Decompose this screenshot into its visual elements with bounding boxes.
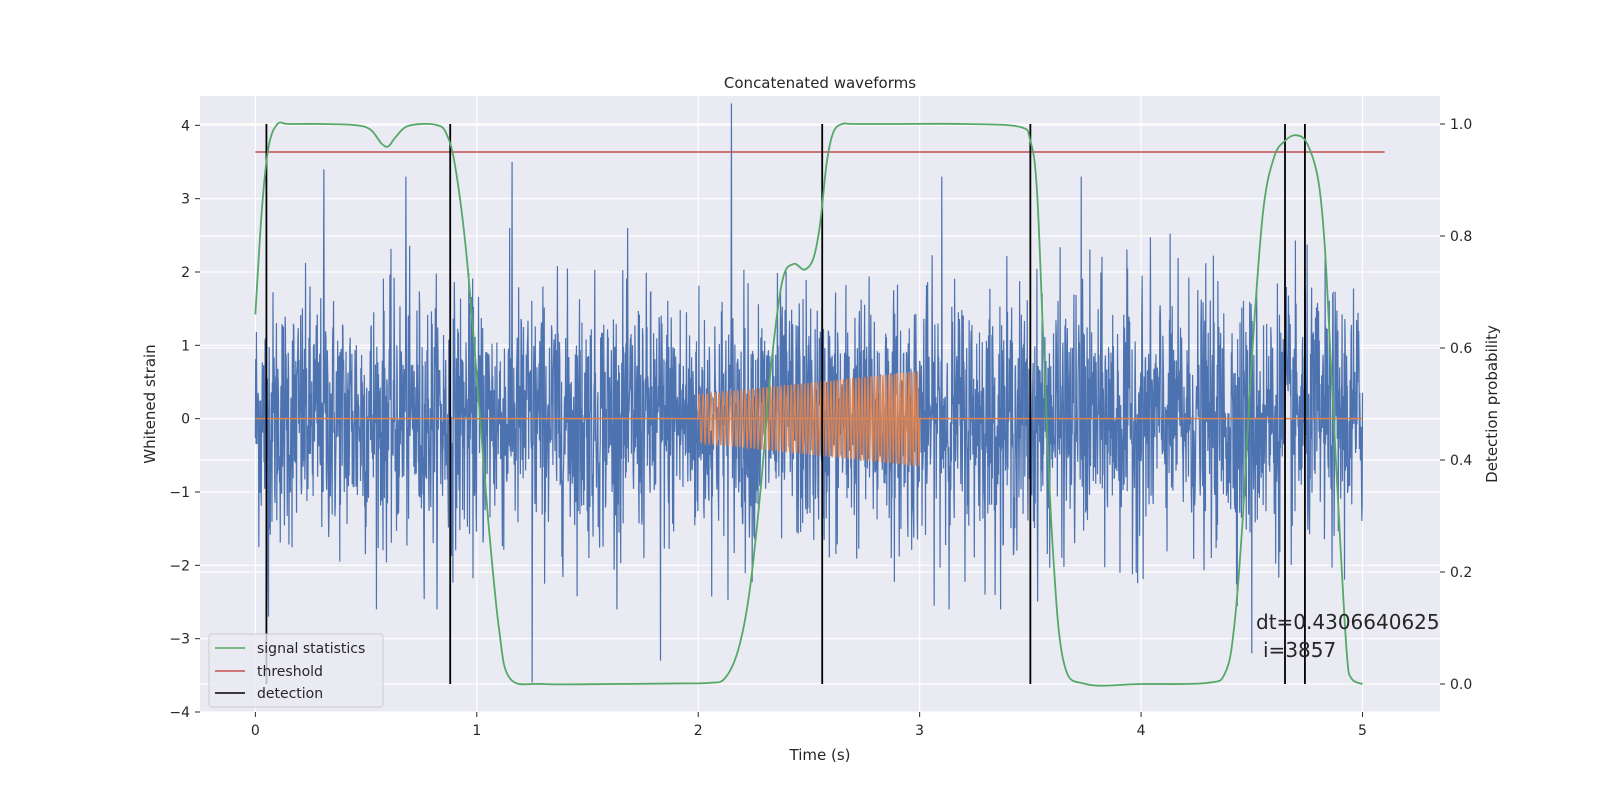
x-tick-label: 5 xyxy=(1358,723,1367,739)
y2-tick-label: 0.6 xyxy=(1450,341,1472,357)
y2-tick-label: 1.0 xyxy=(1450,117,1472,133)
y-tick-label: −4 xyxy=(169,705,190,721)
injection-chirp-line xyxy=(697,371,921,466)
y-axis-label: Whitened strain xyxy=(141,344,159,463)
strain-noise-line xyxy=(254,103,1364,683)
annotation-index: i=3857 xyxy=(1263,638,1336,662)
legend-label-threshold: threshold xyxy=(257,664,323,680)
y2-tick-label: 0.8 xyxy=(1450,229,1472,245)
y2-tick-label: 0.0 xyxy=(1450,677,1472,693)
y-tick-label: −2 xyxy=(169,558,190,574)
legend: signal statistics threshold detection xyxy=(208,633,384,708)
legend-box xyxy=(208,633,384,708)
axes: 0 1 2 3 4 5 −4 −3 −2 −1 0 1 2 3 4 0.0 0.2 0.4 0.6 0.8 1.0 xyxy=(169,117,1472,739)
chart-title: Concatenated waveforms xyxy=(724,74,916,92)
annotation-dt: dt=0.4306640625 xyxy=(1256,610,1440,634)
y-tick-label: 2 xyxy=(181,265,190,281)
signal-statistics-line xyxy=(254,121,1363,687)
y-tick-label: −1 xyxy=(169,485,190,501)
x-tick-label: 1 xyxy=(472,723,481,739)
x-tick-label: 2 xyxy=(694,723,703,739)
y-tick-label: 1 xyxy=(181,338,190,354)
x-tick-label: 3 xyxy=(915,723,924,739)
y-tick-label: 3 xyxy=(181,192,190,208)
y-tick-label: 0 xyxy=(181,412,190,428)
y2-tick-label: 0.2 xyxy=(1450,565,1472,581)
y-tick-label: 4 xyxy=(181,118,190,134)
y-tick-label: −3 xyxy=(169,632,190,648)
plot-content xyxy=(254,103,1385,687)
x-axis-label: Time (s) xyxy=(789,746,851,764)
x-tick-label: 4 xyxy=(1137,723,1146,739)
y2-axis-label: Detection probability xyxy=(1483,325,1501,483)
legend-label-detection: detection xyxy=(257,686,323,702)
x-tick-label: 0 xyxy=(251,723,260,739)
legend-label-signal-statistics: signal statistics xyxy=(257,641,365,657)
y2-tick-label: 0.4 xyxy=(1450,453,1472,469)
